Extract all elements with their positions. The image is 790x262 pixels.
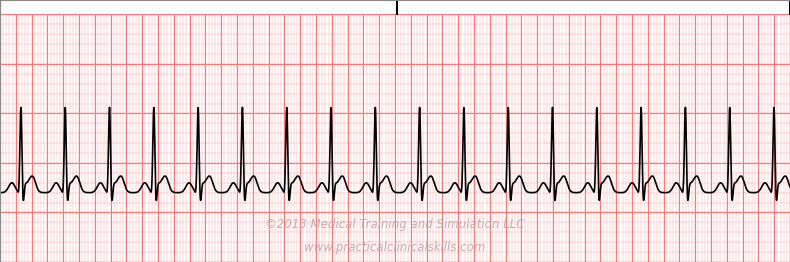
Text: www.practicalclinicalskills.com: www.practicalclinicalskills.com — [304, 241, 486, 254]
Text: ©2013 Medical Training and Simulation LLC: ©2013 Medical Training and Simulation LL… — [265, 218, 525, 231]
